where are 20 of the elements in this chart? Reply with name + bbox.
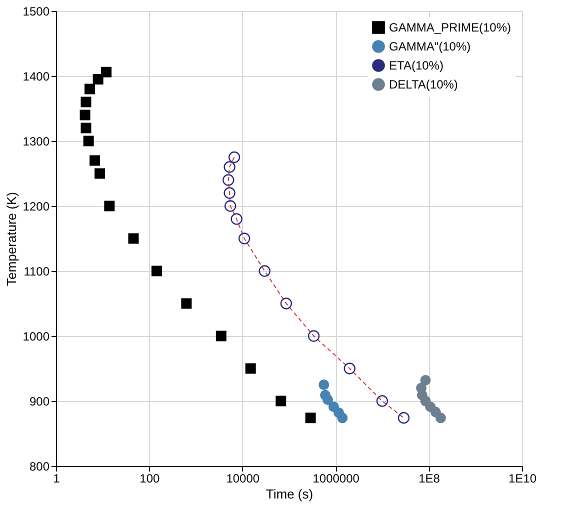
legend-label: DELTA(10%) [389,78,458,92]
x-tick-label: 1000000 [312,472,360,486]
y-tick-label: 1000 [22,330,50,344]
x-tick-label: 10000 [226,472,260,486]
y-tick-label: 1200 [22,200,50,214]
legend-label: ETA(10%) [389,58,444,72]
y-tick-label: 1300 [22,134,50,148]
x-tick-label: 1 [53,472,60,486]
y-tick-label: 1500 [22,4,50,18]
y-tick-label: 1100 [24,264,50,278]
legend-label: GAMMA_PRIME(10%) [389,20,512,34]
x-axis-title: Time (s) [266,486,314,502]
y-tick-label: 900 [29,394,50,408]
x-tick-label: 1E8 [418,472,440,486]
legend-label: GAMMA"(10%) [389,40,471,54]
x-tick-label: 100 [140,472,160,486]
y-axis-title: Temperature (K) [4,192,19,286]
y-tick-label: 1400 [22,70,50,84]
x-tick-label: 1E10 [508,472,537,486]
y-tick-label: 800 [29,460,50,474]
